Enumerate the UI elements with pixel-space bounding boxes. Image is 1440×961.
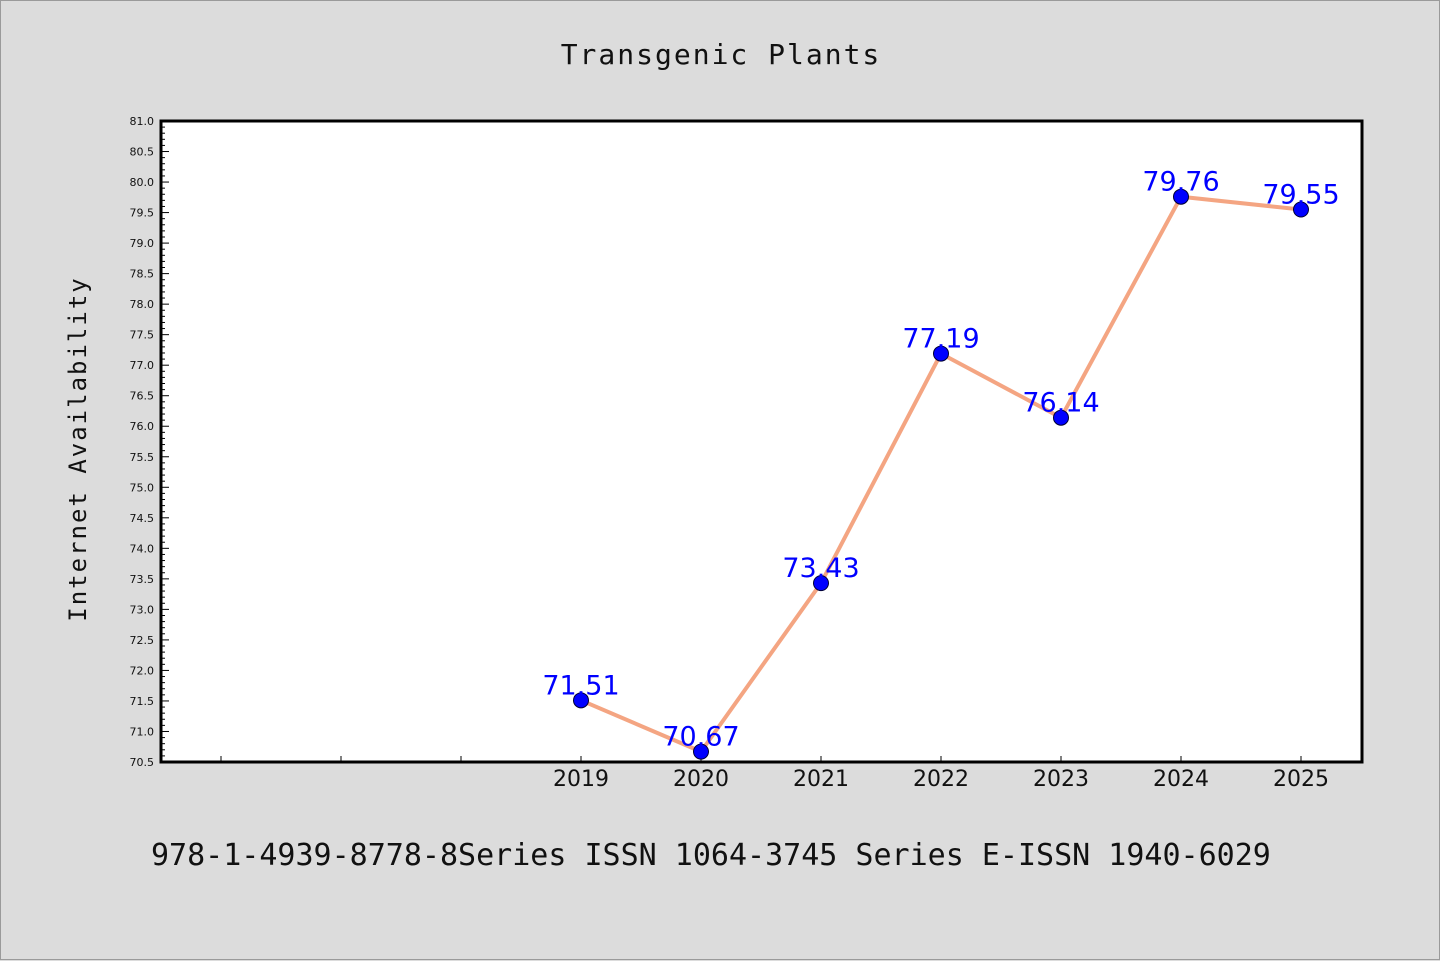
data-label: 73.43	[782, 553, 859, 584]
x-tick-label: 2022	[913, 767, 969, 792]
y-tick-label: 74.5	[130, 512, 155, 525]
x-axis: 2019 2020 2021 2022 2023 2024 2025	[220, 756, 1329, 792]
y-tick-label: 80.5	[130, 146, 155, 159]
y-tick-label: 77.0	[130, 359, 155, 372]
y-tick-label: 76.0	[130, 420, 155, 433]
data-point	[693, 743, 709, 760]
y-tick-label: 77.5	[130, 329, 155, 342]
x-tick-label: 2025	[1273, 767, 1329, 792]
y-tick-label: 72.5	[130, 634, 155, 647]
data-point	[1173, 188, 1189, 205]
x-tick-label: 2023	[1033, 767, 1089, 792]
data-point	[573, 692, 589, 709]
data-point	[1053, 409, 1069, 426]
x-tick-label: 2019	[553, 767, 609, 792]
data-label: 76.14	[1022, 388, 1099, 419]
data-labels: 71.51 70.67 73.43 77.19 76.14 79.76 79.55	[542, 167, 1339, 753]
y-tick-label: 74.0	[130, 542, 155, 555]
data-label: 71.51	[542, 670, 619, 701]
x-tick-label: 2020	[673, 767, 729, 792]
y-tick-label: 75.5	[130, 451, 155, 464]
y-tick-label: 71.0	[130, 725, 155, 738]
data-label: 70.67	[662, 722, 739, 753]
y-tick-label: 75.0	[130, 481, 155, 494]
y-tick-label: 79.0	[130, 237, 155, 250]
series-layer	[573, 188, 1309, 760]
data-label: 77.19	[902, 324, 979, 355]
y-tick-label: 78.5	[130, 268, 155, 281]
y-tick-label: 73.0	[130, 603, 155, 616]
y-tick-label: 73.5	[130, 573, 155, 586]
footer-text: 978-1-4939-8778-8Series ISSN 1064-3745 S…	[151, 838, 1271, 873]
data-point	[933, 345, 949, 362]
data-label: 79.76	[1142, 167, 1219, 198]
x-tick-label: 2021	[793, 767, 849, 792]
y-tick-label: 78.0	[130, 298, 155, 311]
chart-title: Transgenic Plants	[561, 38, 882, 71]
y-tick-label: 72.0	[130, 664, 155, 677]
y-tick-label: 71.5	[130, 695, 155, 708]
y-tick-label: 79.5	[130, 207, 155, 220]
y-tick-label: 70.5	[130, 756, 155, 769]
data-point	[813, 575, 829, 592]
y-tick-label: 81.0	[130, 115, 155, 128]
y-tick-label: 76.5	[130, 390, 155, 403]
y-tick-label: 80.0	[130, 176, 155, 189]
x-tick-label: 2024	[1153, 767, 1209, 792]
data-point	[1293, 201, 1309, 218]
data-label: 79.55	[1262, 180, 1339, 211]
y-axis: 70.5 71.0 71.5 72.0 72.5 73.0 73.5 74.0 74.5 75.0…	[130, 115, 169, 769]
y-axis-title: Internet Availability	[64, 276, 92, 621]
